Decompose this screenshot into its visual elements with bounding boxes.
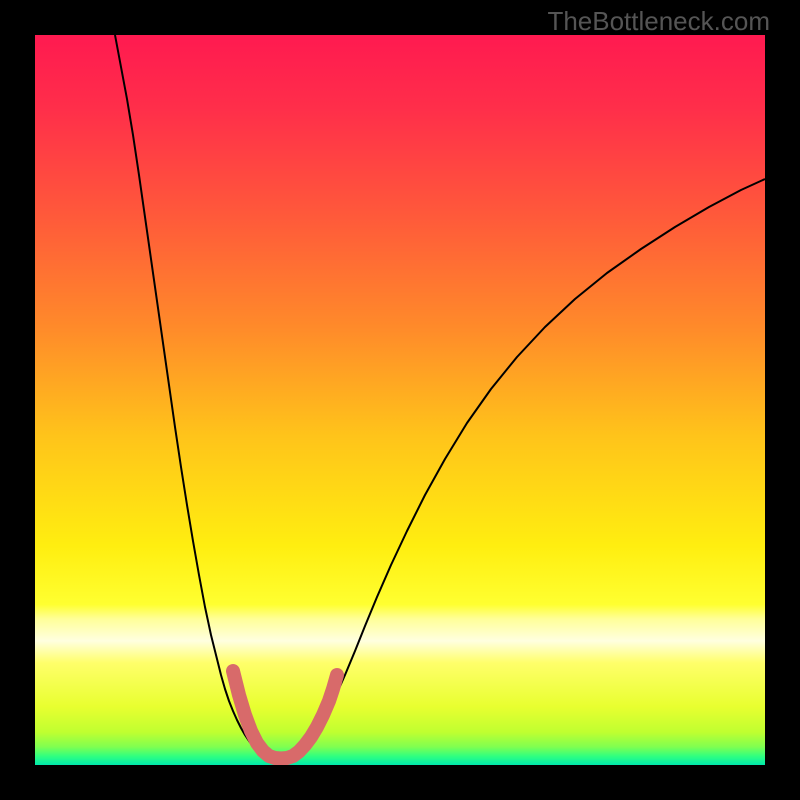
watermark-text: TheBottleneck.com — [547, 6, 770, 37]
gradient-background — [35, 35, 765, 765]
bottleneck-chart — [0, 0, 800, 800]
